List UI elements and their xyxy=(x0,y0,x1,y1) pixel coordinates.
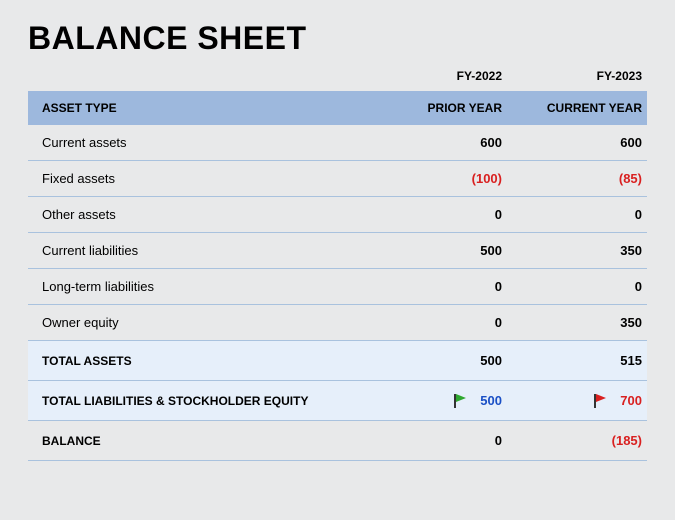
table-row: Long-term liabilities00 xyxy=(28,269,647,305)
table-row: Other assets00 xyxy=(28,197,647,233)
total-assets-row: TOTAL ASSETS 500 515 xyxy=(28,341,647,381)
total-liab-v2-cell: 700 xyxy=(502,393,642,408)
table-row: Current assets600600 xyxy=(28,125,647,161)
row-current-value: (85) xyxy=(502,171,642,186)
table-row: Current liabilities500350 xyxy=(28,233,647,269)
flag-bad-icon xyxy=(594,394,608,408)
row-current-value: 0 xyxy=(502,279,642,294)
header-prior: PRIOR YEAR xyxy=(362,101,502,115)
total-assets-v2: 515 xyxy=(502,353,642,368)
row-label: Current liabilities xyxy=(42,243,362,258)
fy-prior: FY-2022 xyxy=(362,69,502,83)
row-label: Fixed assets xyxy=(42,171,362,186)
row-prior-value: 0 xyxy=(362,279,502,294)
row-prior-value: (100) xyxy=(362,171,502,186)
row-prior-value: 500 xyxy=(362,243,502,258)
balance-v1: 0 xyxy=(362,433,502,448)
total-liab-v1-cell: 500 xyxy=(362,393,502,408)
row-label: Owner equity xyxy=(42,315,362,330)
total-liab-v2: 700 xyxy=(620,393,642,408)
row-label: Other assets xyxy=(42,207,362,222)
row-label: Long-term liabilities xyxy=(42,279,362,294)
header-label: ASSET TYPE xyxy=(42,101,362,115)
row-current-value: 350 xyxy=(502,243,642,258)
row-current-value: 0 xyxy=(502,207,642,222)
row-current-value: 600 xyxy=(502,135,642,150)
header-current: CURRENT YEAR xyxy=(502,101,642,115)
table-header: ASSET TYPE PRIOR YEAR CURRENT YEAR xyxy=(28,91,647,125)
page-title: BALANCE SHEET xyxy=(28,20,647,57)
total-liab-row: TOTAL LIABILITIES & STOCKHOLDER EQUITY 5… xyxy=(28,381,647,421)
row-prior-value: 600 xyxy=(362,135,502,150)
table-row: Owner equity0350 xyxy=(28,305,647,341)
row-prior-value: 0 xyxy=(362,207,502,222)
row-prior-value: 0 xyxy=(362,315,502,330)
total-assets-v1: 500 xyxy=(362,353,502,368)
flag-ok-icon xyxy=(454,394,468,408)
total-liab-label: TOTAL LIABILITIES & STOCKHOLDER EQUITY xyxy=(42,394,362,408)
balance-label: BALANCE xyxy=(42,434,362,448)
balance-v2: (185) xyxy=(502,433,642,448)
total-assets-label: TOTAL ASSETS xyxy=(42,354,362,368)
balance-row: BALANCE 0 (185) xyxy=(28,421,647,461)
total-liab-v1: 500 xyxy=(480,393,502,408)
row-current-value: 350 xyxy=(502,315,642,330)
row-label: Current assets xyxy=(42,135,362,150)
fy-current: FY-2023 xyxy=(502,69,642,83)
table-row: Fixed assets(100)(85) xyxy=(28,161,647,197)
fiscal-year-row: FY-2022 FY-2023 xyxy=(28,65,647,91)
